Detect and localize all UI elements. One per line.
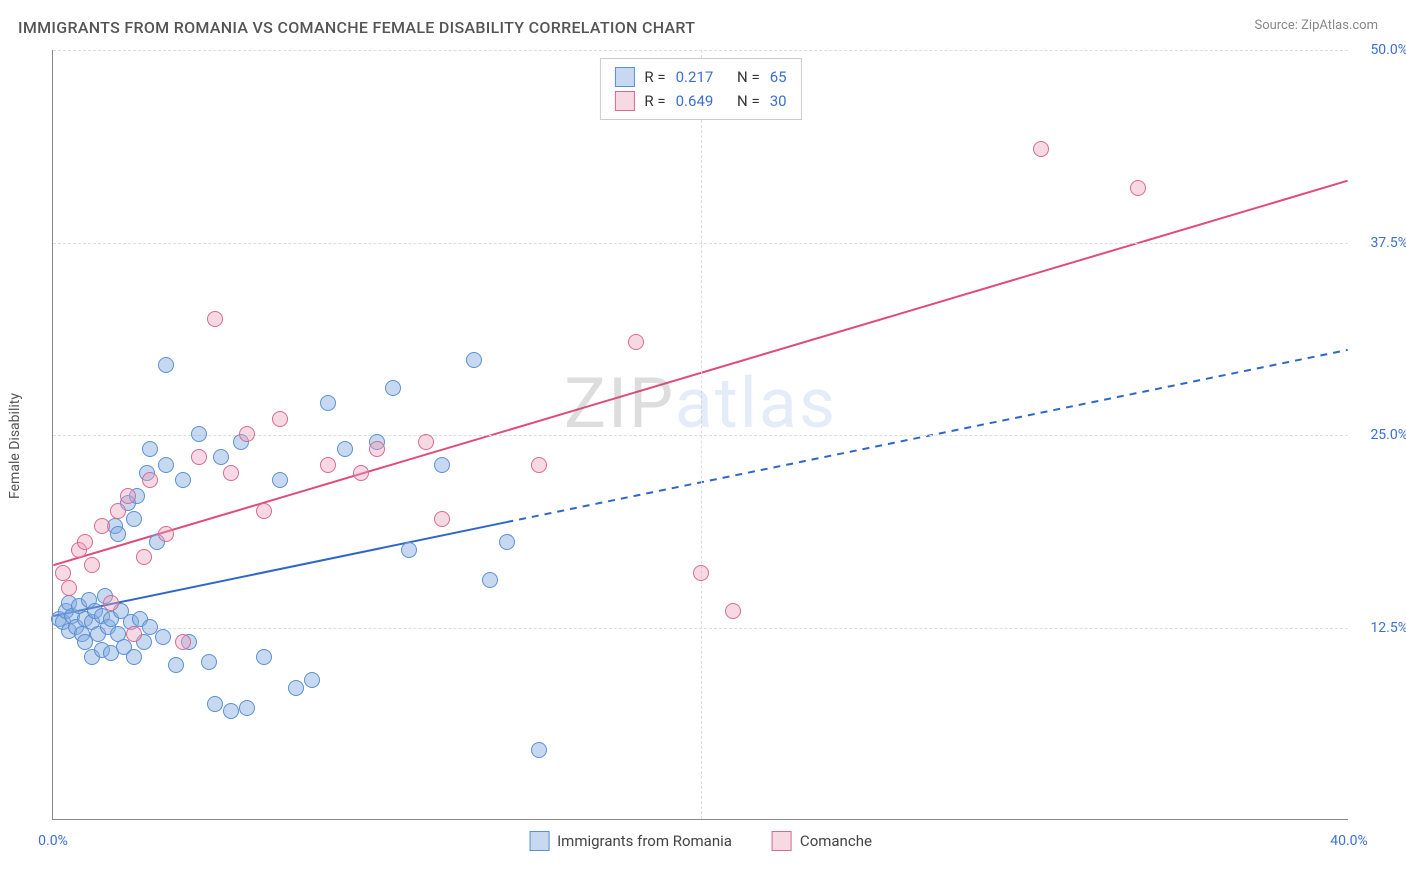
watermark-part1: ZIP — [564, 363, 675, 445]
data-point-romania — [213, 449, 229, 465]
data-point-comanche — [1033, 141, 1049, 157]
trend-line — [506, 350, 1347, 522]
legend-label-romania: Immigrants from Romania — [557, 832, 732, 850]
data-point-comanche — [142, 472, 158, 488]
data-point-romania — [168, 657, 184, 673]
legend-row-comanche: R = 0.649 N = 30 — [614, 89, 786, 113]
data-point-comanche — [272, 411, 288, 427]
y-axis-label: Female Disability — [7, 393, 23, 499]
y-tick-label: 25.0% — [1370, 427, 1406, 443]
data-point-comanche — [103, 595, 119, 611]
data-point-romania — [466, 352, 482, 368]
data-point-comanche — [223, 465, 239, 481]
data-point-romania — [239, 700, 255, 716]
data-point-comanche — [1130, 180, 1146, 196]
data-point-romania — [434, 457, 450, 473]
legend-n-label: N = — [737, 68, 760, 86]
legend-n-label: N = — [737, 92, 760, 110]
watermark-part2: atlas — [675, 363, 837, 445]
legend-swatch-comanche — [614, 91, 634, 111]
data-point-romania — [158, 457, 174, 473]
y-tick-label: 12.5% — [1370, 620, 1406, 636]
data-point-comanche — [725, 603, 741, 619]
data-point-romania — [304, 672, 320, 688]
data-point-romania — [126, 511, 142, 527]
data-point-romania — [126, 649, 142, 665]
data-point-romania — [385, 380, 401, 396]
legend-r-label: R = — [644, 92, 665, 110]
data-point-comanche — [110, 503, 126, 519]
legend-n-value-romania: 65 — [770, 68, 787, 86]
data-point-comanche — [434, 511, 450, 527]
data-point-comanche — [369, 441, 385, 457]
data-point-romania — [531, 742, 547, 758]
x-tick-label: 0.0% — [38, 833, 68, 849]
data-point-comanche — [353, 465, 369, 481]
y-tick-label: 37.5% — [1370, 235, 1406, 251]
legend-r-value-comanche: 0.649 — [676, 92, 714, 110]
data-point-comanche — [84, 557, 100, 573]
data-point-comanche — [61, 580, 77, 596]
data-point-comanche — [126, 626, 142, 642]
data-point-romania — [401, 542, 417, 558]
data-point-romania — [201, 654, 217, 670]
legend-r-label: R = — [644, 68, 665, 86]
data-point-romania — [155, 629, 171, 645]
data-point-comanche — [320, 457, 336, 473]
data-point-romania — [207, 696, 223, 712]
x-tick-label: 40.0% — [1330, 833, 1368, 849]
legend-swatch-romania — [614, 67, 634, 87]
data-point-romania — [110, 526, 126, 542]
chart-container: IMMIGRANTS FROM ROMANIA VS COMANCHE FEMA… — [0, 0, 1406, 892]
legend-row-romania: R = 0.217 N = 65 — [614, 65, 786, 89]
legend-swatch-romania — [529, 831, 549, 851]
data-point-comanche — [191, 449, 207, 465]
legend-item-comanche: Comanche — [772, 831, 872, 851]
data-point-comanche — [239, 426, 255, 442]
data-point-romania — [256, 649, 272, 665]
legend-item-romania: Immigrants from Romania — [529, 831, 732, 851]
data-point-romania — [337, 441, 353, 457]
data-point-comanche — [693, 565, 709, 581]
data-point-romania — [320, 395, 336, 411]
data-point-romania — [223, 703, 239, 719]
data-point-comanche — [77, 534, 93, 550]
data-point-comanche — [628, 334, 644, 350]
data-point-comanche — [207, 311, 223, 327]
data-point-romania — [272, 472, 288, 488]
data-point-comanche — [136, 549, 152, 565]
legend-n-value-comanche: 30 — [770, 92, 787, 110]
chart-title: IMMIGRANTS FROM ROMANIA VS COMANCHE FEMA… — [18, 18, 695, 37]
legend-correlation: R = 0.217 N = 65 R = 0.649 N = 30 — [599, 58, 801, 120]
source-attribution: Source: ZipAtlas.com — [1254, 18, 1378, 33]
data-point-romania — [175, 472, 191, 488]
legend-swatch-comanche — [772, 831, 792, 851]
data-point-comanche — [175, 634, 191, 650]
legend-series: Immigrants from Romania Comanche — [529, 831, 872, 851]
y-tick-label: 50.0% — [1370, 42, 1406, 58]
data-point-romania — [191, 426, 207, 442]
data-point-romania — [288, 680, 304, 696]
data-point-comanche — [531, 457, 547, 473]
data-point-comanche — [120, 488, 136, 504]
grid-line-vertical — [701, 50, 702, 819]
data-point-romania — [142, 441, 158, 457]
data-point-romania — [158, 357, 174, 373]
data-point-comanche — [256, 503, 272, 519]
plot-area: ZIPatlas R = 0.217 N = 65 R = 0.649 N = … — [52, 50, 1348, 820]
data-point-romania — [482, 572, 498, 588]
data-point-comanche — [94, 518, 110, 534]
data-point-comanche — [158, 526, 174, 542]
data-point-romania — [499, 534, 515, 550]
legend-r-value-romania: 0.217 — [676, 68, 714, 86]
data-point-comanche — [418, 434, 434, 450]
data-point-comanche — [55, 565, 71, 581]
legend-label-comanche: Comanche — [800, 832, 872, 850]
